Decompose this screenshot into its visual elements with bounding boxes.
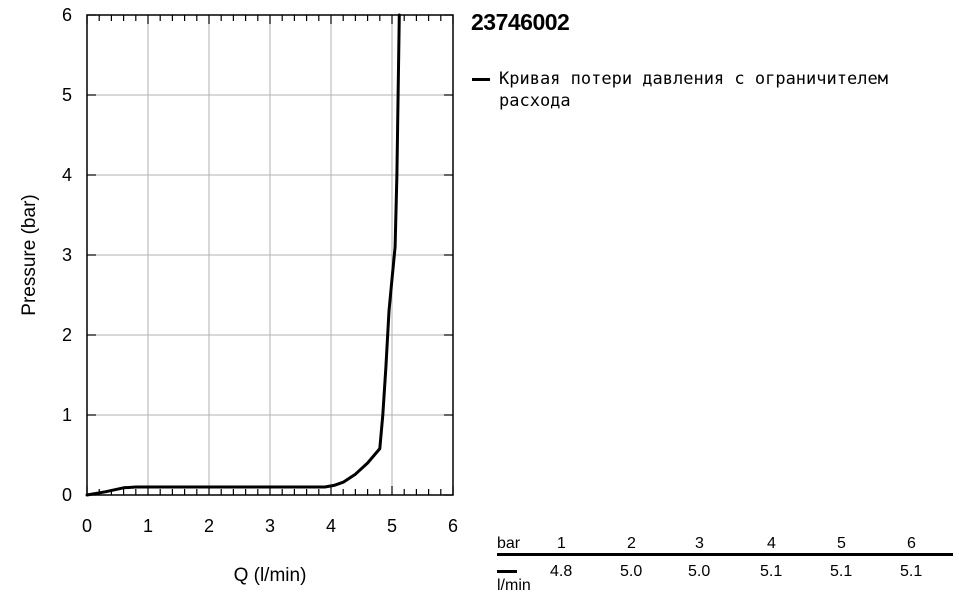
table-pressure-cell: 3 — [695, 535, 704, 552]
table-pressure-cell: 1 — [557, 535, 566, 552]
table-pressure-cell: 5 — [837, 535, 846, 552]
table-flow-cell: 5.1 — [760, 563, 783, 580]
x-tick-label: 4 — [326, 516, 336, 536]
chart-grid — [87, 15, 453, 495]
y-axis-label: Pressure (bar) — [19, 194, 40, 315]
table-flow-cell: 5.1 — [830, 563, 853, 580]
y-tick-label: 1 — [62, 405, 72, 425]
flow-rate-table: bar l/min 1 4.8 2 5.0 3 5.0 4 5.1 5 5.1 6 5.1 — [497, 534, 953, 600]
x-tick-label: 5 — [387, 516, 397, 536]
y-tick-label: 6 — [62, 5, 72, 25]
pressure-flow-chart: 0 1 2 3 4 5 6 0 1 2 3 4 5 6 Q (l/min) Pressure (bar) — [19, 5, 458, 586]
y-tick-label: 5 — [62, 85, 72, 105]
table-flow-cell: 4.8 — [550, 563, 573, 580]
x-axis-label: Q (l/min) — [234, 565, 307, 586]
table-row-line-swatch — [497, 570, 517, 573]
x-tick-label: 3 — [265, 516, 275, 536]
table-divider — [497, 553, 953, 556]
table-flow-cell: 5.1 — [900, 563, 923, 580]
plot-frame — [86, 14, 454, 496]
table-unit-lmin: l/min — [497, 577, 531, 594]
y-tick-labels: 0 1 2 3 4 5 6 — [62, 5, 72, 505]
table-flow-cell: 5.0 — [620, 563, 643, 580]
table-pressure-cell: 6 — [907, 535, 916, 552]
table-flow-cell: 5.0 — [688, 563, 711, 580]
legend-line-swatch — [472, 78, 490, 81]
y-tick-label: 0 — [62, 485, 72, 505]
legend-label: Кривая потери давления с ограничителем р… — [499, 69, 888, 111]
x-tick-label: 2 — [204, 516, 214, 536]
table-unit-bar: bar — [497, 535, 521, 552]
x-tick-label: 1 — [143, 516, 153, 536]
y-tick-label: 3 — [62, 245, 72, 265]
x-tick-label: 0 — [82, 516, 92, 536]
table-pressure-cell: 2 — [627, 535, 636, 552]
product-code-title: 23746002 — [471, 9, 570, 35]
series-line-pressure-loss — [85, 13, 401, 497]
x-tick-label: 6 — [448, 516, 458, 536]
table-pressure-cell: 4 — [767, 535, 776, 552]
y-tick-label: 2 — [62, 325, 72, 345]
y-tick-label: 4 — [62, 165, 72, 185]
x-tick-labels: 0 1 2 3 4 5 6 — [82, 516, 458, 536]
